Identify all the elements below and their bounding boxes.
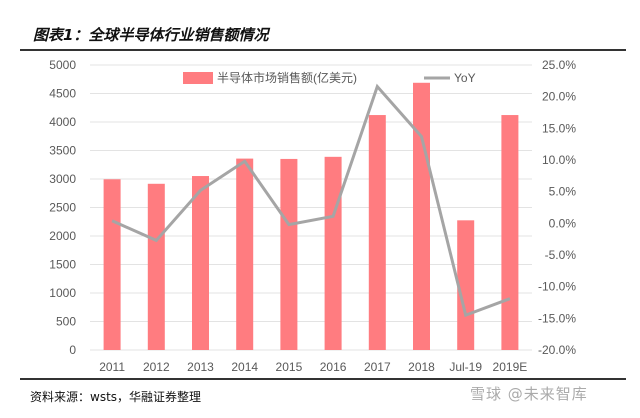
top-divider: [20, 49, 626, 51]
x-tick-label: Jul-19: [449, 360, 482, 374]
y-right-tick-label: -10.0%: [538, 280, 576, 294]
y-left-tick-label: 5000: [49, 58, 76, 72]
bar: [457, 220, 475, 350]
y-left-tick-label: 2000: [49, 229, 76, 243]
watermark: 雪球 @未来智库: [470, 385, 588, 403]
legend-label-bars: 半导体市场销售额(亿美元): [217, 70, 357, 85]
y-right-tick-label: 0.0%: [549, 216, 577, 230]
y-right-tick-label: -20.0%: [538, 343, 576, 357]
y-left-tick-label: 2500: [49, 201, 76, 215]
bar: [280, 158, 298, 350]
x-tick-label: 2017: [364, 360, 391, 374]
bar: [324, 156, 342, 350]
x-tick-label: 2013: [187, 360, 214, 374]
y-right-tick-label: 25.0%: [542, 58, 576, 72]
bottom-divider: [20, 378, 626, 380]
bar: [413, 82, 430, 350]
y-right-tick-label: 20.0%: [542, 90, 576, 104]
x-tick-label: 2015: [276, 360, 303, 374]
bar: [103, 179, 121, 350]
x-tick-label: 2011: [99, 360, 125, 374]
y-left-tick-label: 0: [69, 343, 76, 357]
bar: [368, 115, 386, 351]
y-left-tick-label: 3500: [49, 144, 76, 158]
y-right-tick-label: 15.0%: [542, 121, 576, 135]
y-left-tick-label: 1000: [49, 286, 76, 300]
y-right-tick-label: 5.0%: [549, 185, 577, 199]
y-right-tick-label: 10.0%: [542, 153, 576, 167]
y-left-tick-label: 500: [56, 315, 76, 329]
x-tick-label: 2016: [320, 360, 347, 374]
bar: [501, 115, 519, 351]
y-right-tick-label: -15.0%: [538, 311, 576, 325]
legend-swatch-bars: [183, 72, 213, 84]
y-left-tick-label: 1500: [49, 258, 76, 272]
y-right-tick-label: -5.0%: [545, 248, 577, 262]
bar: [236, 158, 254, 350]
x-tick-label: 2012: [143, 360, 170, 374]
chart-title: 图表1：全球半导体行业销售额情况: [33, 26, 269, 44]
bar: [192, 176, 209, 350]
legend-label-yoy: YoY: [454, 71, 476, 85]
bar: [147, 183, 165, 350]
x-tick-label: 2014: [231, 360, 258, 374]
y-left-tick-label: 3000: [49, 172, 76, 186]
yoy-line: [111, 83, 511, 318]
x-tick-label: 2018: [408, 360, 435, 374]
x-tick-label: 2019E: [493, 360, 528, 374]
y-left-tick-label: 4500: [49, 87, 76, 101]
y-left-tick-label: 4000: [49, 115, 76, 129]
source-note: 资料来源：wsts，华融证券整理: [30, 390, 202, 404]
